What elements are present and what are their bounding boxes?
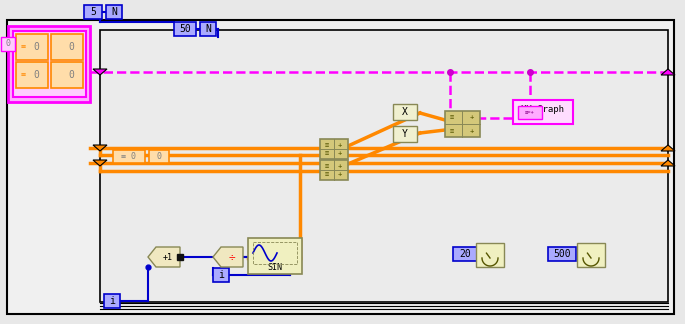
FancyBboxPatch shape [393, 104, 417, 120]
Polygon shape [148, 247, 180, 267]
Polygon shape [213, 247, 243, 267]
Polygon shape [661, 145, 675, 151]
FancyBboxPatch shape [476, 243, 504, 267]
FancyBboxPatch shape [51, 62, 83, 88]
Polygon shape [93, 160, 107, 166]
Polygon shape [93, 69, 107, 75]
Text: +1: +1 [163, 252, 173, 261]
Text: ≡: ≡ [325, 171, 329, 177]
FancyBboxPatch shape [393, 126, 417, 142]
FancyBboxPatch shape [8, 26, 90, 102]
FancyBboxPatch shape [7, 20, 674, 314]
FancyBboxPatch shape [577, 243, 605, 267]
Text: N: N [111, 7, 117, 17]
Text: ≡: ≡ [450, 114, 454, 120]
Text: 0: 0 [156, 152, 162, 161]
Text: 0: 0 [33, 42, 39, 52]
Text: 500: 500 [553, 249, 571, 259]
Text: +: + [338, 150, 342, 156]
Text: 0: 0 [33, 70, 39, 80]
FancyBboxPatch shape [513, 100, 573, 124]
FancyBboxPatch shape [149, 150, 169, 163]
Text: 5: 5 [90, 7, 96, 17]
Text: X: X [402, 107, 408, 117]
Text: ≡: ≡ [21, 71, 25, 79]
Text: +: + [338, 142, 342, 148]
Text: ≡: ≡ [325, 163, 329, 169]
FancyBboxPatch shape [13, 31, 86, 97]
FancyBboxPatch shape [174, 22, 196, 36]
FancyBboxPatch shape [453, 247, 477, 261]
Text: 0: 0 [68, 42, 74, 52]
Polygon shape [93, 145, 107, 151]
FancyBboxPatch shape [200, 22, 216, 36]
Polygon shape [661, 69, 675, 75]
Text: 0: 0 [5, 40, 10, 49]
FancyBboxPatch shape [106, 5, 122, 19]
FancyBboxPatch shape [16, 62, 48, 88]
FancyBboxPatch shape [518, 106, 542, 119]
Text: Y: Y [402, 129, 408, 139]
Text: N: N [205, 24, 211, 34]
Text: +: + [470, 128, 474, 134]
Text: ≡: ≡ [450, 128, 454, 134]
Text: SIN: SIN [268, 263, 282, 272]
FancyBboxPatch shape [100, 30, 668, 302]
Text: ≡: ≡ [325, 142, 329, 148]
FancyBboxPatch shape [213, 268, 229, 282]
Text: +: + [338, 163, 342, 169]
Text: ÷: ÷ [229, 252, 236, 262]
Text: ≡=+: ≡=+ [525, 110, 535, 114]
FancyBboxPatch shape [1, 37, 15, 51]
Text: XY Graph: XY Graph [521, 105, 564, 113]
FancyBboxPatch shape [320, 139, 348, 159]
FancyBboxPatch shape [16, 34, 48, 60]
Text: 50: 50 [179, 24, 191, 34]
FancyBboxPatch shape [104, 294, 120, 308]
Text: i: i [218, 270, 224, 280]
FancyBboxPatch shape [84, 5, 102, 19]
FancyBboxPatch shape [248, 238, 302, 274]
FancyBboxPatch shape [113, 150, 145, 163]
FancyBboxPatch shape [445, 111, 480, 137]
Text: +: + [470, 114, 474, 120]
Text: ≡: ≡ [325, 150, 329, 156]
FancyBboxPatch shape [51, 34, 83, 60]
Text: ≡: ≡ [21, 42, 25, 52]
FancyBboxPatch shape [320, 160, 348, 180]
Text: i: i [109, 296, 115, 306]
Polygon shape [661, 160, 675, 166]
FancyBboxPatch shape [548, 247, 576, 261]
Text: 20: 20 [459, 249, 471, 259]
Text: ≡ 0: ≡ 0 [121, 152, 136, 161]
Text: +: + [338, 171, 342, 177]
Text: 0: 0 [68, 70, 74, 80]
